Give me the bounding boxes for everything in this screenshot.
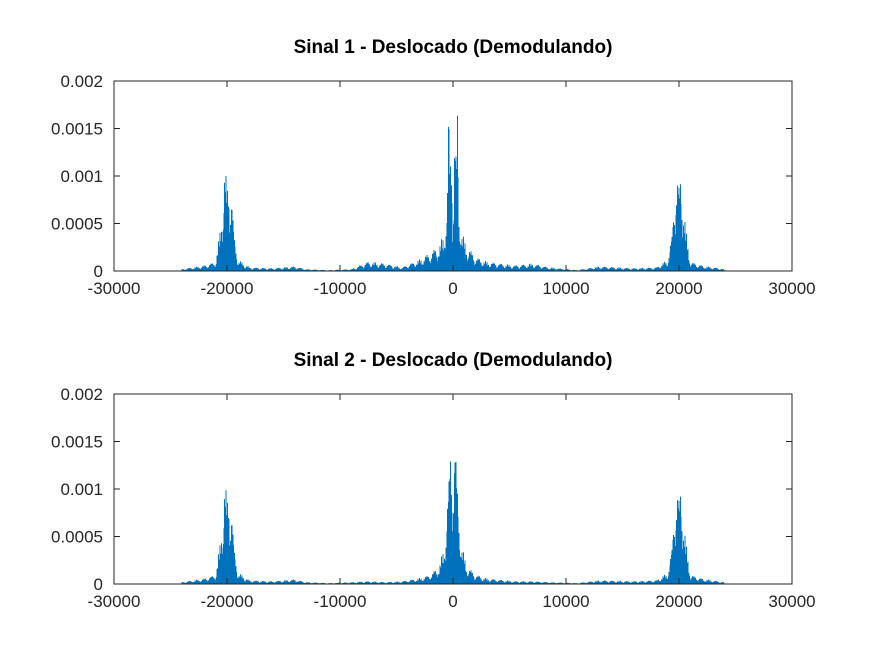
x-tick-label: 10000 <box>542 279 589 298</box>
y-tick-label: 0.002 <box>60 72 103 91</box>
axes-frame <box>113 393 793 585</box>
y-tick-label: 0.002 <box>60 385 103 404</box>
x-tick-label: -30000 <box>88 592 141 611</box>
y-tick-label: 0.0015 <box>51 120 103 139</box>
y-tick-label: 0.0005 <box>51 528 103 547</box>
x-tick-label: 20000 <box>655 592 702 611</box>
x-tick-label: -20000 <box>201 279 254 298</box>
x-tick-label: 10000 <box>542 592 589 611</box>
x-tick-label: 30000 <box>768 592 815 611</box>
subplot-2-x-axis: -30000 -20000 -10000 0 10000 20000 30000 <box>88 394 816 611</box>
x-tick-label: -10000 <box>314 279 367 298</box>
x-tick-label: 20000 <box>655 279 702 298</box>
y-tick-label: 0 <box>94 262 103 281</box>
subplot-1-x-axis: -30000 -20000 -10000 0 10000 20000 30000 <box>88 81 816 298</box>
subplot-1-title: Sinal 1 - Deslocado (Demodulando) <box>294 37 613 58</box>
axes-frame <box>113 80 793 272</box>
y-tick-label: 0 <box>94 575 103 594</box>
x-tick-label: -10000 <box>314 592 367 611</box>
y-tick-label: 0.0015 <box>51 433 103 452</box>
subplot-2-y-axis: 0 0.0005 0.001 0.0015 0.002 <box>51 385 792 594</box>
x-tick-label: -30000 <box>88 279 141 298</box>
series-line <box>181 115 725 271</box>
x-tick-label: 0 <box>448 279 457 298</box>
x-tick-label: 0 <box>448 592 457 611</box>
x-tick-label: 30000 <box>768 279 815 298</box>
subplot-signal-1: Sinal 1 - Deslocado (Demodulando) -30000… <box>51 37 816 298</box>
subplot-2-title: Sinal 2 - Deslocado (Demodulando) <box>294 350 613 371</box>
y-tick-label: 0.001 <box>60 480 103 499</box>
y-tick-label: 0.001 <box>60 167 103 186</box>
y-tick-label: 0.0005 <box>51 215 103 234</box>
subplot-signal-2: Sinal 2 - Deslocado (Demodulando) -30000… <box>51 350 816 611</box>
subplot-1-y-axis: 0 0.0005 0.001 0.0015 0.002 <box>51 72 792 281</box>
subplot-1-series <box>181 115 725 271</box>
x-tick-label: -20000 <box>201 592 254 611</box>
